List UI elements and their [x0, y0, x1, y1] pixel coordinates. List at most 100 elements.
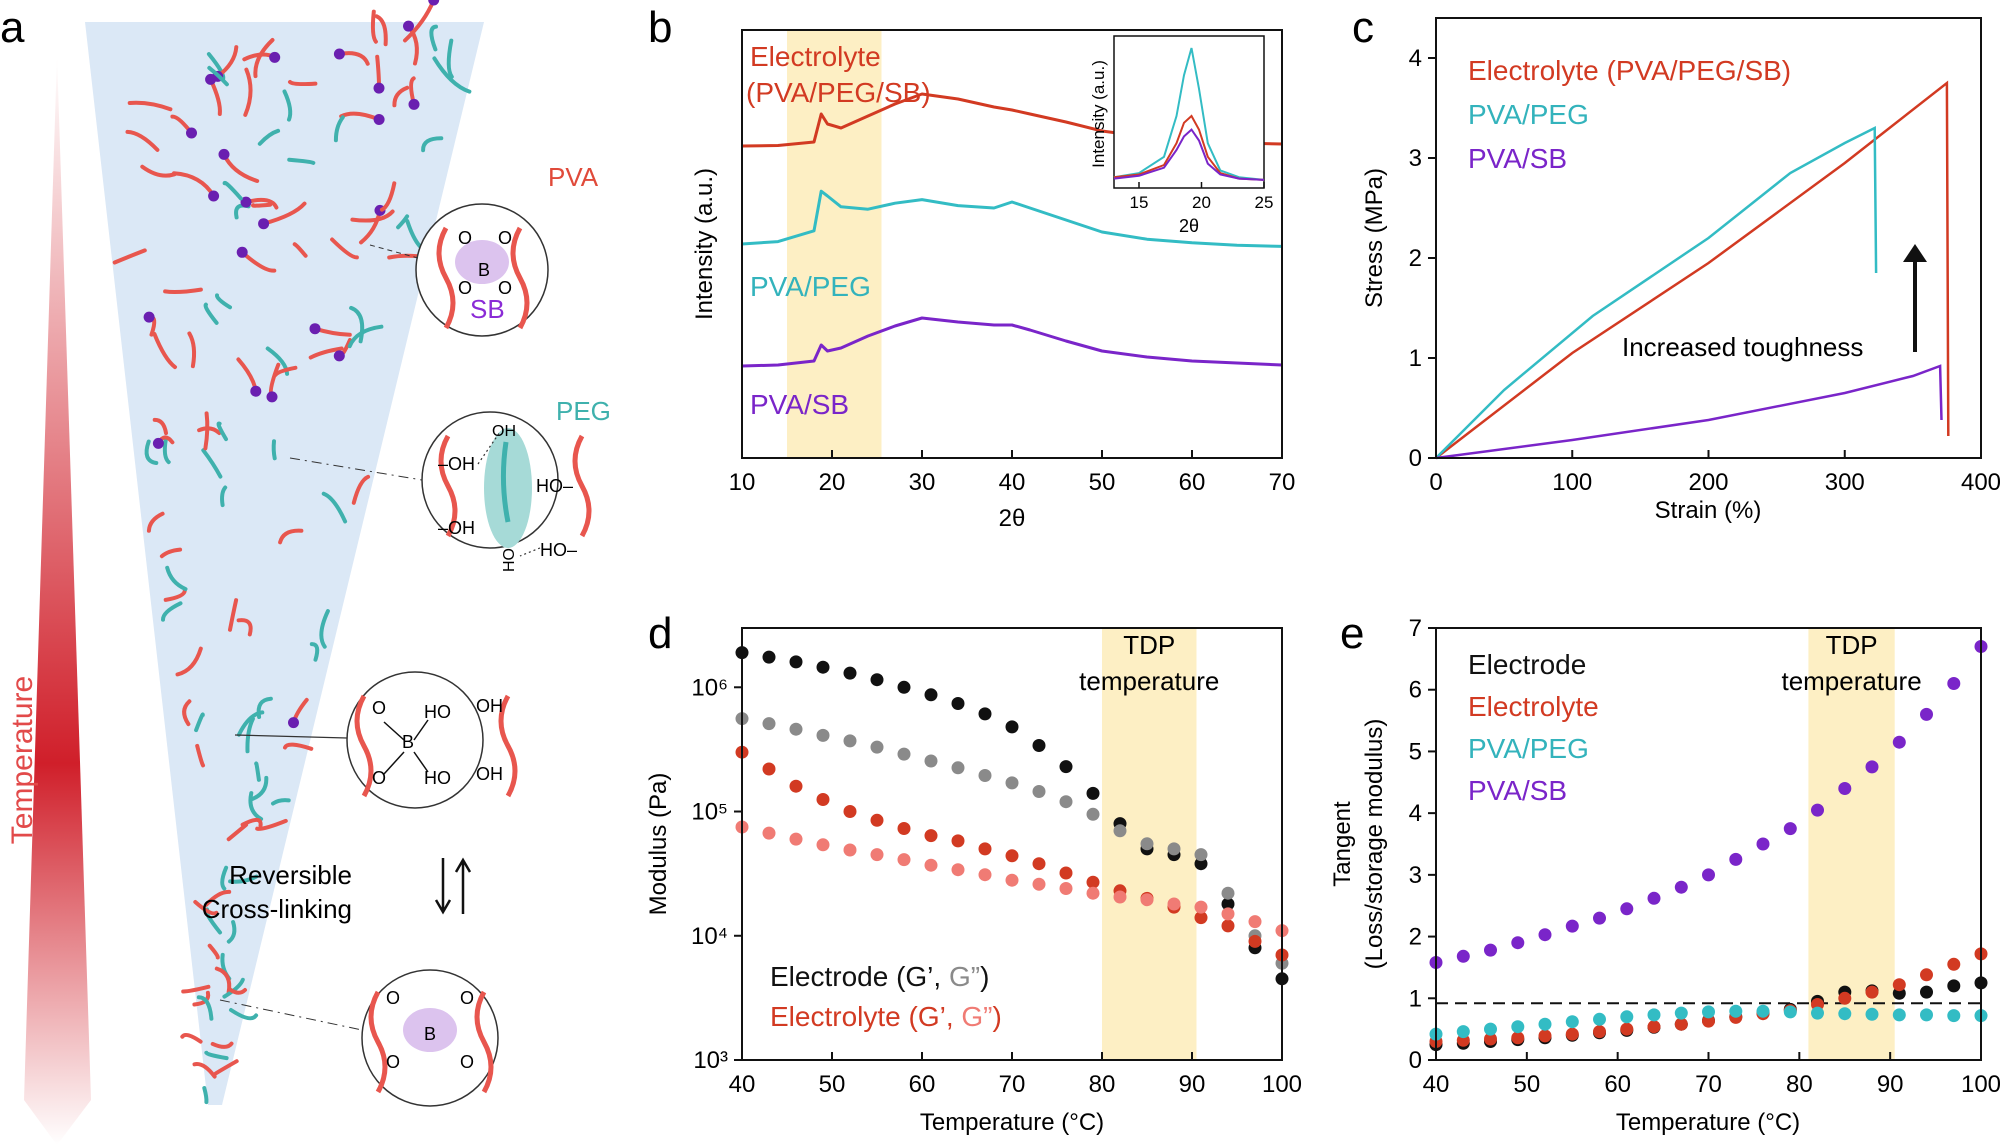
x-tick-label: 100 — [1552, 469, 1592, 496]
y-tick-label: 10⁶ — [691, 674, 728, 701]
pva-chain — [354, 694, 374, 798]
modulus-point — [789, 655, 803, 669]
pva-chain — [278, 528, 304, 545]
crosslink-dot — [208, 190, 220, 202]
panel-letter-b: b — [648, 3, 672, 52]
peg-chain — [196, 995, 214, 1021]
legend-close: ) — [993, 1001, 1002, 1032]
tangent-point — [1920, 1008, 1933, 1022]
modulus-point — [1194, 911, 1208, 925]
legend-electrolyte-text: Electrolyte (G’, — [770, 1001, 961, 1032]
modulus-point — [897, 822, 911, 835]
modulus-point — [1032, 857, 1046, 871]
peg-chain — [254, 761, 261, 782]
modulus-point — [1194, 848, 1208, 862]
oxygen-atom: O — [460, 988, 474, 1008]
peg-chain — [161, 601, 183, 622]
peg-chain — [282, 89, 293, 122]
zoom-leader — [289, 457, 423, 481]
pva-chain — [436, 226, 456, 330]
pva-chain — [197, 426, 222, 435]
modulus-point — [1194, 900, 1208, 914]
pva-chain — [288, 80, 318, 87]
modulus-point — [924, 688, 938, 702]
modulus-point — [1032, 739, 1046, 752]
modulus-point — [762, 762, 776, 776]
funnel-background — [85, 22, 484, 1105]
modulus-point — [1059, 866, 1073, 880]
pva-chain — [203, 411, 210, 451]
peg-chain — [265, 346, 290, 376]
highlight-band — [1808, 628, 1895, 1060]
modulus-point — [978, 842, 992, 856]
modulus-point — [1086, 886, 1100, 900]
x-tick-label: 50 — [1513, 1071, 1540, 1098]
legend-electrolyte: Electrolyte (G’, G”) — [770, 1001, 1002, 1032]
legend-pvasb: PVA/SB — [1468, 143, 1567, 174]
pva-chain — [243, 67, 253, 117]
pva-chain — [125, 129, 160, 152]
peg-chain — [144, 439, 159, 465]
x-axis-label: Strain (%) — [1655, 497, 1762, 524]
peg-chain — [309, 642, 320, 662]
tangent-points — [1429, 640, 1988, 1052]
modulus-point — [816, 728, 830, 742]
boron-atom: B — [402, 732, 414, 752]
crosslink-dot — [403, 20, 414, 32]
inset-curve — [1113, 128, 1265, 181]
pva-chain — [228, 987, 247, 995]
peg-chain — [319, 609, 330, 649]
crosslink-dot — [428, 0, 440, 6]
peg-chain — [202, 1086, 209, 1105]
pva-chain — [152, 417, 168, 436]
pva-chain — [438, 434, 458, 538]
crosslink-dot — [309, 323, 321, 335]
tangent-point — [1674, 1006, 1688, 1020]
x-tick-label: 90 — [1179, 1071, 1206, 1098]
tangent-point — [1565, 1027, 1579, 1041]
hydroxyl-label: OH — [476, 764, 503, 784]
hydroxyl-label: –OH — [438, 518, 475, 538]
peg-chain — [271, 439, 277, 461]
legend-electrolyte: Electrolyte (PVA/PEG/SB) — [1468, 55, 1791, 86]
peg-chain — [405, 219, 422, 248]
temperature-arrow — [24, 55, 91, 1145]
crosslink-dot — [240, 196, 252, 208]
y-axis-label: Modulus (Pa) — [645, 773, 672, 916]
highlight-band — [787, 30, 882, 458]
modulus-point — [1086, 875, 1100, 889]
pva-chain — [193, 900, 219, 916]
y-tick-label: 3 — [1409, 862, 1422, 889]
polymer-network — [112, 0, 472, 1105]
x-tick-label: 30 — [909, 469, 936, 496]
pva-chain — [236, 618, 253, 637]
oxygen-atom: O — [498, 228, 512, 248]
hydroxyl-label: –OH — [438, 454, 475, 474]
crosslink-dot — [288, 717, 299, 729]
pva-chain — [292, 242, 308, 258]
modulus-point — [816, 660, 830, 674]
modulus-point — [1221, 919, 1235, 933]
hydroxyl-label: HO– — [540, 540, 577, 560]
tangent-point — [1484, 1022, 1497, 1036]
pva-chain — [228, 598, 239, 632]
boron-atom: B — [478, 260, 490, 280]
crosslink-dot — [408, 98, 420, 110]
pva-chain — [474, 990, 494, 1094]
pva-chain — [572, 434, 592, 538]
x-tick-label: 60 — [909, 1071, 936, 1098]
peg-chain — [248, 791, 264, 821]
pva-chain — [498, 694, 518, 798]
modulus-point — [978, 769, 992, 782]
y-axis-label: Intensity (a.u.) — [691, 168, 718, 320]
axes: 0 100 200 300 400 0 1 2 3 4 — [1409, 45, 2000, 496]
pva-chain — [146, 511, 165, 533]
peg-chain — [220, 865, 229, 891]
modulus-point — [1167, 897, 1181, 911]
modulus-point — [1113, 890, 1127, 904]
y-tick-label: 10³ — [693, 1047, 728, 1074]
x-tick-label: 50 — [819, 1071, 846, 1098]
peg-chain — [226, 920, 237, 944]
tangent-point — [1565, 1015, 1579, 1029]
legend-pvasb: PVA/SB — [1468, 775, 1567, 806]
